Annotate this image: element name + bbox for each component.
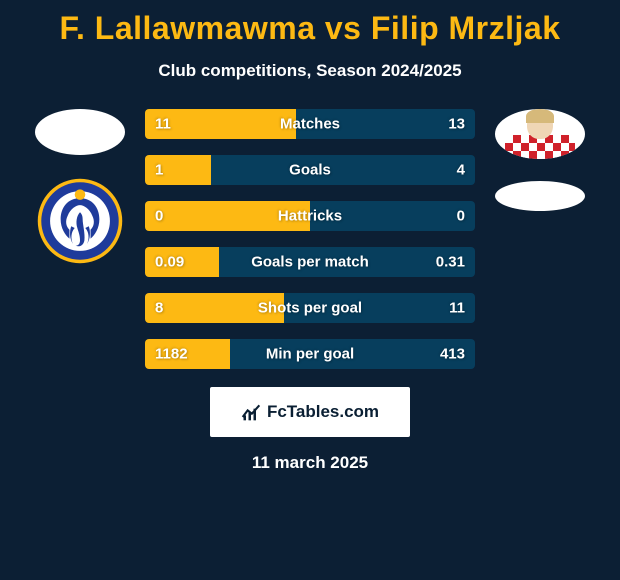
comparison-card: F. Lallawmawma vs Filip Mrzljak Club com… — [0, 0, 620, 580]
chart-icon — [241, 402, 261, 422]
page-title: F. Lallawmawma vs Filip Mrzljak — [0, 0, 620, 47]
stat-value-left: 1 — [155, 162, 163, 179]
stat-label: Shots per goal — [258, 300, 362, 317]
stat-bar-right — [211, 155, 475, 185]
date: 11 march 2025 — [0, 453, 620, 473]
kerala-blasters-logo-icon — [36, 177, 124, 265]
right-player-column — [490, 109, 590, 211]
stat-bars: Matches 11 13 Goals 1 4 Hattricks 0 0 Goals per m… — [145, 109, 475, 369]
stat-value-left: 0 — [155, 208, 163, 225]
stat-value-left: 11 — [155, 116, 171, 133]
player2-hair — [526, 109, 554, 123]
stat-label: Hattricks — [278, 208, 342, 225]
stat-value-left: 1182 — [155, 346, 188, 363]
stat-value-right: 0.31 — [436, 254, 465, 271]
stat-value-right: 413 — [440, 346, 465, 363]
main-row: Matches 11 13 Goals 1 4 Hattricks 0 0 Goals per m… — [0, 109, 620, 369]
stat-row: Goals 1 4 — [145, 155, 475, 185]
stat-label: Matches — [280, 116, 340, 133]
brand-badge: FcTables.com — [210, 387, 410, 437]
stat-value-right: 13 — [448, 116, 465, 133]
player1-avatar-placeholder — [35, 109, 125, 155]
stat-label: Goals — [289, 162, 331, 179]
stat-value-left: 0.09 — [155, 254, 184, 271]
stat-value-right: 4 — [457, 162, 465, 179]
subtitle: Club competitions, Season 2024/2025 — [0, 61, 620, 81]
left-player-column — [30, 109, 130, 265]
stat-row: Hattricks 0 0 — [145, 201, 475, 231]
stat-value-right: 11 — [449, 300, 465, 317]
brand-text: FcTables.com — [267, 402, 379, 422]
player2-club-placeholder — [495, 181, 585, 211]
stat-label: Min per goal — [266, 346, 354, 363]
stat-row: Matches 11 13 — [145, 109, 475, 139]
stat-row: Goals per match 0.09 0.31 — [145, 247, 475, 277]
stat-row: Shots per goal 8 11 — [145, 293, 475, 323]
stat-label: Goals per match — [251, 254, 369, 271]
player2-avatar — [495, 109, 585, 159]
player1-club-badge — [36, 177, 124, 265]
stat-value-right: 0 — [457, 208, 465, 225]
stat-row: Min per goal 1182 413 — [145, 339, 475, 369]
stat-value-left: 8 — [155, 300, 163, 317]
